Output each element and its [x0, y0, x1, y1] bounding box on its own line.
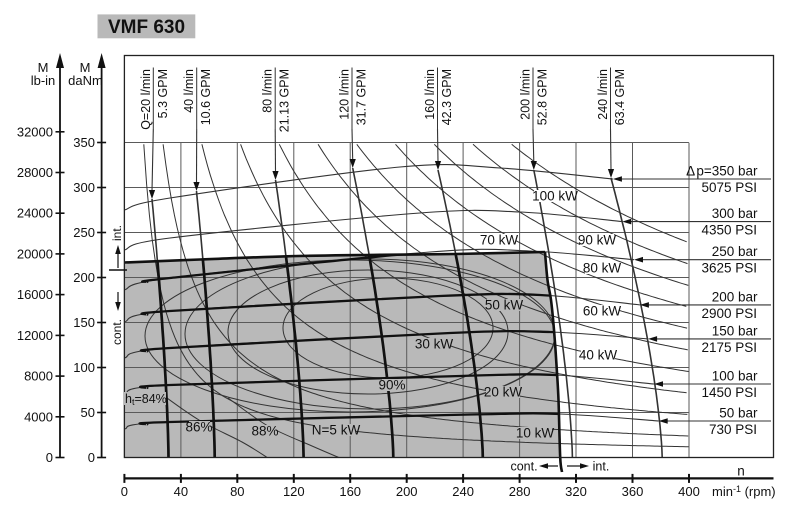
svg-text:4000: 4000 — [24, 409, 53, 424]
svg-text:n: n — [737, 464, 745, 479]
svg-text:200: 200 — [396, 484, 418, 499]
svg-text:10 kW: 10 kW — [516, 426, 555, 441]
svg-text:50 bar: 50 bar — [719, 406, 758, 421]
svg-text:280: 280 — [509, 484, 531, 499]
svg-text:160 l/min: 160 l/min — [423, 69, 437, 120]
svg-text:cont.: cont. — [510, 460, 537, 474]
svg-text:M: M — [80, 60, 91, 75]
svg-text:21.13 GPM: 21.13 GPM — [278, 69, 292, 132]
svg-text:150: 150 — [73, 315, 95, 330]
svg-text:4350 PSI: 4350 PSI — [701, 223, 757, 238]
svg-text:50: 50 — [81, 405, 95, 420]
svg-text:2175 PSI: 2175 PSI — [701, 340, 757, 355]
svg-text:90 kW: 90 kW — [578, 233, 617, 248]
svg-text:lb-in: lb-in — [31, 73, 56, 88]
svg-text:5075 PSI: 5075 PSI — [701, 180, 757, 195]
svg-text:ht=84%: ht=84% — [125, 392, 167, 407]
svg-text:M: M — [38, 60, 49, 75]
svg-text:250: 250 — [73, 225, 95, 240]
svg-text:350: 350 — [73, 135, 95, 150]
svg-text:63.4 GPM: 63.4 GPM — [613, 69, 627, 125]
svg-text:0: 0 — [121, 484, 128, 499]
svg-text:32000: 32000 — [17, 124, 53, 139]
svg-text:Δ p=350 bar: Δ p=350 bar — [686, 164, 758, 179]
svg-text:80 kW: 80 kW — [583, 261, 622, 276]
svg-text:100 kW: 100 kW — [532, 189, 578, 204]
svg-text:10.6 GPM: 10.6 GPM — [199, 69, 213, 125]
svg-text:int.: int. — [593, 460, 610, 474]
svg-text:16000: 16000 — [17, 287, 53, 302]
svg-text:5.3 GPM: 5.3 GPM — [156, 69, 170, 118]
svg-text:400: 400 — [678, 484, 700, 499]
svg-text:320: 320 — [565, 484, 587, 499]
svg-text:200 l/min: 200 l/min — [519, 69, 533, 120]
svg-text:80: 80 — [230, 484, 244, 499]
svg-text:1450 PSI: 1450 PSI — [701, 385, 757, 400]
svg-text:80 l/min: 80 l/min — [261, 69, 275, 113]
svg-text:240 l/min: 240 l/min — [596, 69, 610, 120]
svg-text:160: 160 — [339, 484, 361, 499]
svg-text:120 l/min: 120 l/min — [338, 69, 352, 120]
svg-text:int.: int. — [110, 225, 124, 241]
svg-text:730 PSI: 730 PSI — [709, 422, 757, 437]
svg-text:52.8 GPM: 52.8 GPM — [536, 69, 550, 125]
svg-text:2900 PSI: 2900 PSI — [701, 306, 757, 321]
svg-text:20 kW: 20 kW — [484, 385, 523, 400]
svg-text:360: 360 — [622, 484, 644, 499]
svg-text:90%: 90% — [378, 378, 405, 393]
svg-text:240: 240 — [452, 484, 474, 499]
svg-text:100 bar: 100 bar — [712, 369, 758, 384]
svg-text:40 l/min: 40 l/min — [182, 69, 196, 113]
svg-text:50 kW: 50 kW — [485, 298, 524, 313]
svg-text:24000: 24000 — [17, 206, 53, 221]
svg-text:0: 0 — [88, 450, 95, 465]
svg-text:N=5 kW: N=5 kW — [312, 423, 361, 438]
svg-text:40: 40 — [174, 484, 188, 499]
svg-text:Q=20 l/min: Q=20 l/min — [139, 69, 153, 130]
svg-text:daNm: daNm — [68, 73, 103, 88]
svg-text:300: 300 — [73, 180, 95, 195]
svg-text:200 bar: 200 bar — [712, 289, 758, 304]
svg-text:31.7 GPM: 31.7 GPM — [355, 69, 369, 125]
svg-text:3625 PSI: 3625 PSI — [701, 261, 757, 276]
svg-text:0: 0 — [46, 450, 53, 465]
svg-text:VMF 630: VMF 630 — [108, 17, 185, 38]
svg-text:200: 200 — [73, 270, 95, 285]
svg-text:300 bar: 300 bar — [712, 206, 758, 221]
svg-text:28000: 28000 — [17, 165, 53, 180]
svg-text:cont.: cont. — [110, 319, 124, 345]
svg-text:20000: 20000 — [17, 246, 53, 261]
svg-text:250 bar: 250 bar — [712, 244, 758, 259]
svg-text:86%: 86% — [185, 420, 212, 435]
svg-text:8000: 8000 — [24, 369, 53, 384]
svg-text:30 kW: 30 kW — [415, 337, 454, 352]
svg-text:100: 100 — [73, 360, 95, 375]
svg-text:120: 120 — [283, 484, 305, 499]
svg-text:60 kW: 60 kW — [583, 304, 622, 319]
svg-text:88%: 88% — [251, 424, 278, 439]
svg-text:40 kW: 40 kW — [579, 348, 618, 363]
svg-text:42.3 GPM: 42.3 GPM — [440, 69, 454, 125]
svg-text:150 bar: 150 bar — [712, 323, 758, 338]
svg-text:min-1 (rpm): min-1 (rpm) — [712, 484, 776, 499]
svg-text:70 kW: 70 kW — [480, 233, 519, 248]
svg-text:12000: 12000 — [17, 328, 53, 343]
